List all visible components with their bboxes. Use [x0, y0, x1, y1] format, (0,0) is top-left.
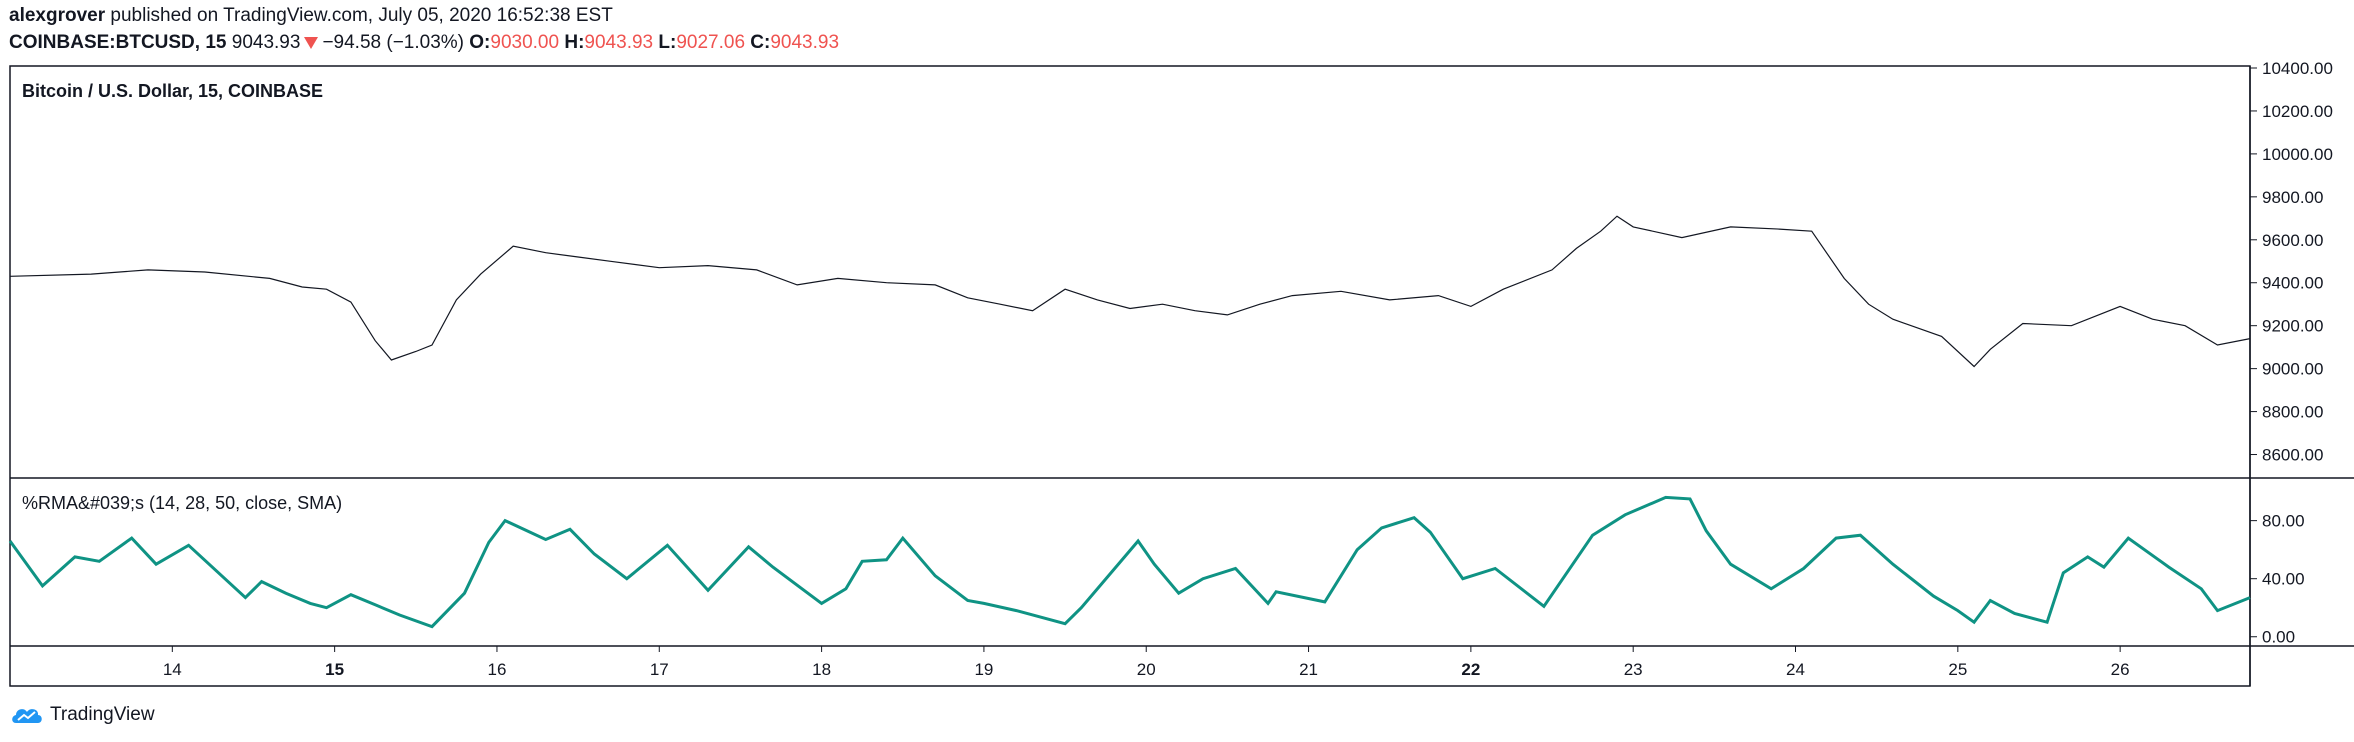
price-tick-label: 10400.00 — [2262, 59, 2333, 78]
author-name: alexgrover — [9, 5, 106, 26]
publish-line: alexgrover published on TradingView.com,… — [9, 4, 613, 28]
chart-frame — [9, 65, 2251, 687]
last-price: 9043.93 — [231, 32, 301, 53]
open-value: 9030.00 — [490, 32, 560, 53]
price-tick-label: 8800.00 — [2262, 403, 2323, 422]
open-label: O: — [469, 32, 491, 53]
time-tick-label: 26 — [2111, 660, 2130, 679]
high-label: H: — [564, 32, 585, 53]
low-label: L: — [658, 32, 677, 53]
price-tick-label: 9600.00 — [2262, 231, 2323, 250]
time-tick-label: 23 — [1624, 660, 1643, 679]
down-arrow-icon — [304, 36, 319, 49]
close-label: C: — [750, 32, 771, 53]
price-change: −94.58 (−1.03%) — [322, 32, 464, 53]
symbol-label: COINBASE:BTCUSD, 15 — [9, 32, 227, 53]
rma-series-line — [8, 495, 2251, 629]
time-tick-label: 16 — [487, 660, 506, 679]
time-tick-label: 21 — [1299, 660, 1318, 679]
indicator-axis: 80.00 40.00 0.00 — [2250, 512, 2305, 647]
price-tick-label: 8600.00 — [2262, 446, 2323, 465]
footer-brand[interactable]: TradingView — [10, 700, 155, 730]
indicator-tick-label: 40.00 — [2262, 570, 2305, 589]
price-tick-label: 9000.00 — [2262, 360, 2323, 379]
price-axis: 10400.00 10200.00 10000.00 9800.00 9600.00 94… — [2250, 59, 2333, 465]
indicator-tick-label: 0.00 — [2262, 628, 2295, 647]
price-tick-label: 9400.00 — [2262, 274, 2323, 293]
close-value: 9043.93 — [770, 32, 840, 53]
time-axis: 14 15 16 17 18 19 20 21 22 23 24 25 26 — [163, 646, 2130, 679]
indicator-pane-title: %RMA&#039;s (14, 28, 50, close, SMA) — [22, 493, 342, 513]
price-pane-title: Bitcoin / U.S. Dollar, 15, COINBASE — [22, 81, 323, 101]
time-tick-label: 17 — [650, 660, 669, 679]
chart-area[interactable]: 10400.00 10200.00 10000.00 9800.00 9600.00 94… — [0, 0, 2354, 700]
time-tick-label: 19 — [974, 660, 993, 679]
time-tick-label: 14 — [163, 660, 182, 679]
time-tick-label: 25 — [1948, 660, 1967, 679]
price-tick-label: 9800.00 — [2262, 188, 2323, 207]
time-tick-label: 15 — [325, 660, 344, 679]
tradingview-cloud-icon — [12, 709, 42, 723]
time-tick-label: 24 — [1786, 660, 1805, 679]
high-value: 9043.93 — [584, 32, 654, 53]
low-value: 9027.06 — [676, 32, 746, 53]
indicator-tick-label: 80.00 — [2262, 512, 2305, 531]
price-tick-label: 9200.00 — [2262, 317, 2323, 336]
price-series-line — [9, 215, 2251, 368]
time-tick-label: 20 — [1137, 660, 1156, 679]
time-tick-label: 18 — [812, 660, 831, 679]
price-tick-label: 10200.00 — [2262, 102, 2333, 121]
ohlc-line: COINBASE:BTCUSD, 15 9043.93 −94.58 (−1.03… — [9, 31, 839, 55]
publish-info: published on TradingView.com, July 05, 2… — [110, 5, 613, 26]
price-tick-label: 10000.00 — [2262, 145, 2333, 164]
brand-label: TradingView — [50, 704, 155, 725]
time-tick-label: 22 — [1461, 660, 1480, 679]
